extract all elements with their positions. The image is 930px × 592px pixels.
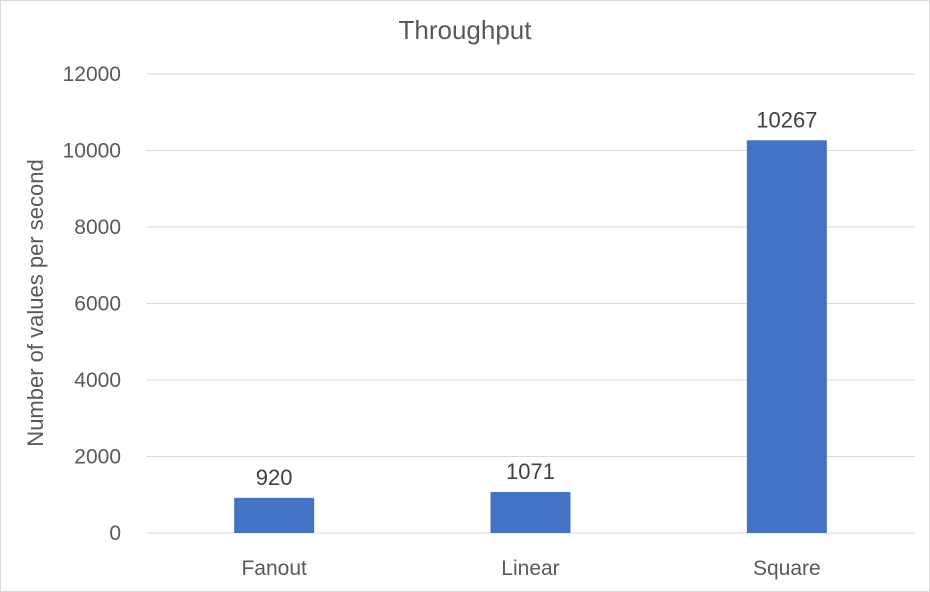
- data-label-square: 10267: [756, 107, 817, 132]
- bars: [234, 140, 827, 534]
- x-tick-label: Square: [753, 557, 821, 580]
- y-axis-ticks: 0 2000 4000 6000 8000 10000 12000: [63, 63, 121, 545]
- gridlines: [146, 73, 915, 534]
- chart-title: Throughput: [399, 15, 533, 45]
- data-labels: 920 1071 10267: [256, 107, 818, 490]
- x-tick-label: Linear: [501, 557, 559, 580]
- y-tick-label: 8000: [74, 216, 121, 239]
- y-tick-label: 4000: [74, 369, 121, 392]
- y-tick-label: 12000: [63, 63, 121, 86]
- bar-linear: [490, 492, 571, 533]
- y-tick-label: 10000: [63, 140, 121, 163]
- y-tick-label: 2000: [74, 446, 121, 469]
- x-axis-ticks: Fanout Linear Square: [241, 557, 820, 580]
- y-tick-label: 0: [109, 522, 121, 545]
- data-label-linear: 1071: [506, 459, 555, 484]
- bar-square: [746, 140, 827, 534]
- x-tick-label: Fanout: [241, 557, 307, 580]
- y-tick-label: 6000: [74, 293, 121, 316]
- bar-fanout: [234, 497, 315, 533]
- data-label-fanout: 920: [256, 465, 293, 490]
- y-axis-title: Number of values per second: [23, 159, 48, 446]
